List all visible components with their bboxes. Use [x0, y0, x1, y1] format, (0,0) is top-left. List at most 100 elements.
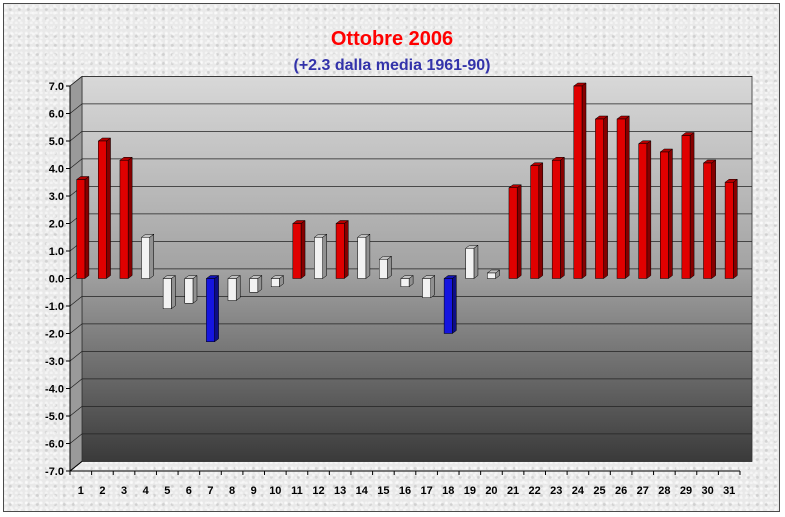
y-tick-label: 7.0: [49, 81, 64, 93]
chart-subtitle: (+2.3 dalla media 1961-90): [294, 57, 491, 74]
bar-front: [703, 162, 712, 279]
y-tick-label: 5.0: [49, 136, 64, 148]
bar-side: [581, 82, 587, 279]
bar-front: [724, 182, 734, 279]
x-tick-label: 17: [420, 485, 432, 497]
gridline: [69, 461, 752, 472]
bar: [335, 220, 350, 279]
gridline: [69, 131, 752, 142]
x-tick-label: 10: [269, 485, 281, 497]
y-tick-label: -2.0: [45, 329, 64, 341]
gridline: [69, 433, 752, 444]
bars: [75, 82, 739, 343]
bar-side: [127, 156, 133, 279]
bar: [313, 233, 328, 279]
bar-front: [162, 278, 172, 309]
x-tick-label: 15: [377, 485, 389, 497]
gridline: [69, 103, 752, 114]
x-tick-label: 8: [229, 485, 235, 497]
x-tick-label: 21: [507, 485, 519, 497]
y-tick-label: -7.0: [45, 466, 64, 478]
y-tick-label: 1.0: [49, 246, 64, 258]
x-tick-label: 19: [464, 485, 476, 497]
bar-side: [452, 275, 457, 334]
bar-front: [141, 237, 151, 279]
bar: [659, 148, 674, 279]
bar-front: [530, 165, 540, 279]
bar-front: [400, 278, 410, 287]
bar: [356, 233, 371, 279]
bar-front: [270, 278, 280, 287]
bar-front: [76, 179, 86, 279]
bar-side: [538, 162, 544, 279]
bar-front: [206, 278, 215, 342]
bar-side: [149, 233, 155, 279]
gridline: [69, 406, 752, 417]
bar-front: [314, 237, 323, 279]
gridline: [69, 378, 752, 389]
bar-side: [603, 115, 608, 279]
bar: [162, 275, 177, 310]
y-axis-ticks: 7.0 6.0 5.0 4.0 3.0 2.0 1.0 0.0 -1.0 -2.0 -3.0 -4.0…: [45, 81, 70, 478]
y-tick-label: -5.0: [45, 411, 64, 423]
bar-front: [616, 118, 626, 279]
bar: [443, 275, 458, 334]
bar-front: [379, 259, 388, 279]
x-tick-label: 4: [143, 485, 150, 497]
bar: [421, 275, 436, 299]
bar-side: [344, 220, 349, 279]
x-tick-label: 3: [121, 485, 127, 497]
bar-front: [487, 272, 496, 279]
x-tick-label: 2: [99, 485, 105, 497]
bar: [724, 178, 739, 279]
bar: [681, 132, 695, 279]
y-tick-label: 6.0: [49, 109, 64, 121]
bar-side: [235, 275, 241, 301]
bar: [292, 220, 306, 279]
bar: [378, 255, 393, 279]
x-tick-label: 20: [485, 485, 497, 497]
bar-front: [357, 237, 367, 279]
x-tick-label: 24: [572, 485, 585, 497]
bar-front: [184, 278, 194, 304]
x-tick-label: 12: [312, 485, 324, 497]
bar: [248, 275, 263, 293]
x-tick-label: 25: [593, 485, 605, 497]
x-tick-label: 14: [356, 485, 369, 497]
x-tick-label: 29: [680, 485, 692, 497]
bar: [508, 184, 522, 279]
bar-side: [689, 132, 695, 279]
bar-side: [560, 156, 565, 279]
bar: [573, 82, 587, 279]
bar: [205, 275, 220, 343]
bar: [227, 275, 241, 301]
bar: [184, 275, 198, 304]
bar-front: [573, 85, 583, 279]
bar-side: [84, 176, 90, 279]
gridline: [69, 323, 752, 334]
bar-side: [624, 115, 630, 279]
x-tick-label: 23: [550, 485, 562, 497]
y-tick-label: -6.0: [45, 439, 64, 451]
bar-side: [733, 178, 738, 279]
bar: [400, 275, 414, 288]
bar-front: [227, 278, 237, 301]
bar: [270, 275, 285, 288]
bar-side: [473, 244, 479, 279]
bar: [464, 244, 479, 279]
gridline: [69, 158, 752, 169]
y-tick-label: 4.0: [49, 164, 64, 176]
x-tick-label: 11: [291, 485, 303, 497]
gridline: [69, 296, 752, 307]
bar: [594, 115, 609, 279]
bar-side: [322, 233, 327, 279]
y-tick-label: 3.0: [49, 191, 64, 203]
x-tick-label: 18: [442, 485, 454, 497]
bar: [119, 156, 133, 279]
bar-front: [335, 223, 345, 279]
x-tick-label: 31: [723, 485, 735, 497]
bar-front: [422, 278, 431, 298]
bar: [551, 156, 566, 279]
x-tick-label: 30: [701, 485, 713, 497]
